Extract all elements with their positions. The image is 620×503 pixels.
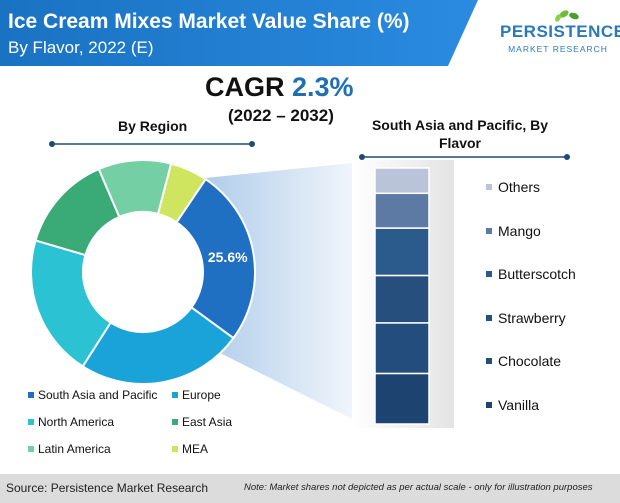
legend-label: North America [38, 415, 115, 429]
legend-swatch [28, 445, 34, 452]
bar-chart-title-text: South Asia and Pacific, By Flavor [371, 117, 549, 151]
legend-swatch [486, 314, 492, 321]
legend-item-mea: MEA [172, 442, 208, 456]
legend-swatch [28, 418, 34, 425]
donut-slice-mea [156, 162, 208, 224]
legend-item-east-asia: East Asia [172, 415, 232, 429]
legend-swatch [486, 401, 492, 408]
donut-chart-title: By Region [118, 118, 188, 134]
logo-wordmark: PERSISTENCE [500, 22, 620, 41]
legend-swatch [486, 358, 492, 365]
legend-swatch [486, 184, 492, 191]
donut-slice-north-america [30, 239, 113, 368]
flavor-legend-item-mango: Mango [486, 223, 541, 239]
legend-label: Mango [498, 222, 541, 239]
chart-canvas: 25.6% [30, 141, 570, 428]
legend-item-north-america: North America [28, 415, 114, 429]
flavor-legend-item-others: Others [486, 179, 540, 195]
legend-label: East Asia [182, 415, 233, 429]
bar-segment-others [374, 167, 430, 195]
legend-label: Europe [182, 388, 221, 402]
legend-item-latin-america: Latin America [28, 442, 111, 456]
logo-subtitle: MARKET RESEARCH [508, 44, 608, 54]
donut-chart: 25.6% [30, 159, 256, 385]
legend-swatch [486, 227, 492, 234]
bar-chart-title: South Asia and Pacific, By Flavor [360, 116, 560, 152]
cagr-value: 2.3% [292, 72, 354, 102]
legend-label: MEA [182, 442, 209, 456]
title-banner: Ice Cream Mixes Market Value Share (%) B… [0, 0, 480, 66]
footer-note: Note: Market shares not depicted as per … [244, 482, 593, 493]
legend-swatch [172, 418, 178, 425]
legend-swatch [172, 445, 178, 452]
footer: Source: Persistence Market Research Note… [0, 474, 620, 503]
region-title-rule [49, 141, 255, 147]
legend-label: Latin America [38, 442, 111, 456]
cagr-period: (2022 – 2032) [228, 106, 334, 125]
cagr-label: CAGR 2.3% [205, 72, 354, 103]
legend-label: Others [498, 179, 541, 195]
legend-item-europe: Europe [172, 388, 221, 402]
legend-label: Strawberry [498, 309, 566, 326]
bar-segment-butterscotch [374, 227, 430, 277]
footer-source: Source: Persistence Market Research [6, 481, 209, 495]
donut-slice-south-asia-and-pacific [175, 177, 256, 340]
flavor-legend-item-strawberry: Strawberry [486, 310, 566, 326]
legend-item-south-asia-and-pacific: South Asia and Pacific [28, 388, 157, 402]
leaf-logo-icon [555, 10, 579, 22]
flavor-legend-item-chocolate: Chocolate [486, 353, 561, 369]
bar-segment-mango [374, 192, 430, 229]
flavor-legend-item-vanilla: Vanilla [486, 397, 539, 413]
legend-label: South Asia and Pacific [38, 388, 158, 402]
legend-swatch [172, 391, 178, 398]
persistence-logo: PERSISTENCE MARKET RESEARCH [500, 6, 620, 64]
bar-segment-strawberry [374, 274, 430, 324]
bar-segment-vanilla [374, 372, 430, 425]
donut-slice-europe [81, 306, 235, 385]
title-banner-background [0, 0, 478, 66]
legend-label: Vanilla [498, 396, 539, 413]
chart-subtitle: By Flavor, 2022 (E) [8, 38, 154, 57]
legend-label: Chocolate [498, 353, 562, 369]
flavor-title-rule [359, 154, 570, 160]
donut-data-label: 25.6% [208, 249, 248, 265]
chart-title: Ice Cream Mixes Market Value Share (%) [8, 10, 410, 33]
legend-swatch [28, 391, 34, 398]
bar-segment-chocolate [374, 322, 430, 375]
legend-label: Butterscotch [498, 266, 576, 282]
cagr-text: CAGR [205, 72, 285, 102]
flavor-legend-item-butterscotch: Butterscotch [486, 266, 576, 282]
legend-swatch [486, 271, 492, 278]
stacked-bar-chart [374, 167, 430, 425]
